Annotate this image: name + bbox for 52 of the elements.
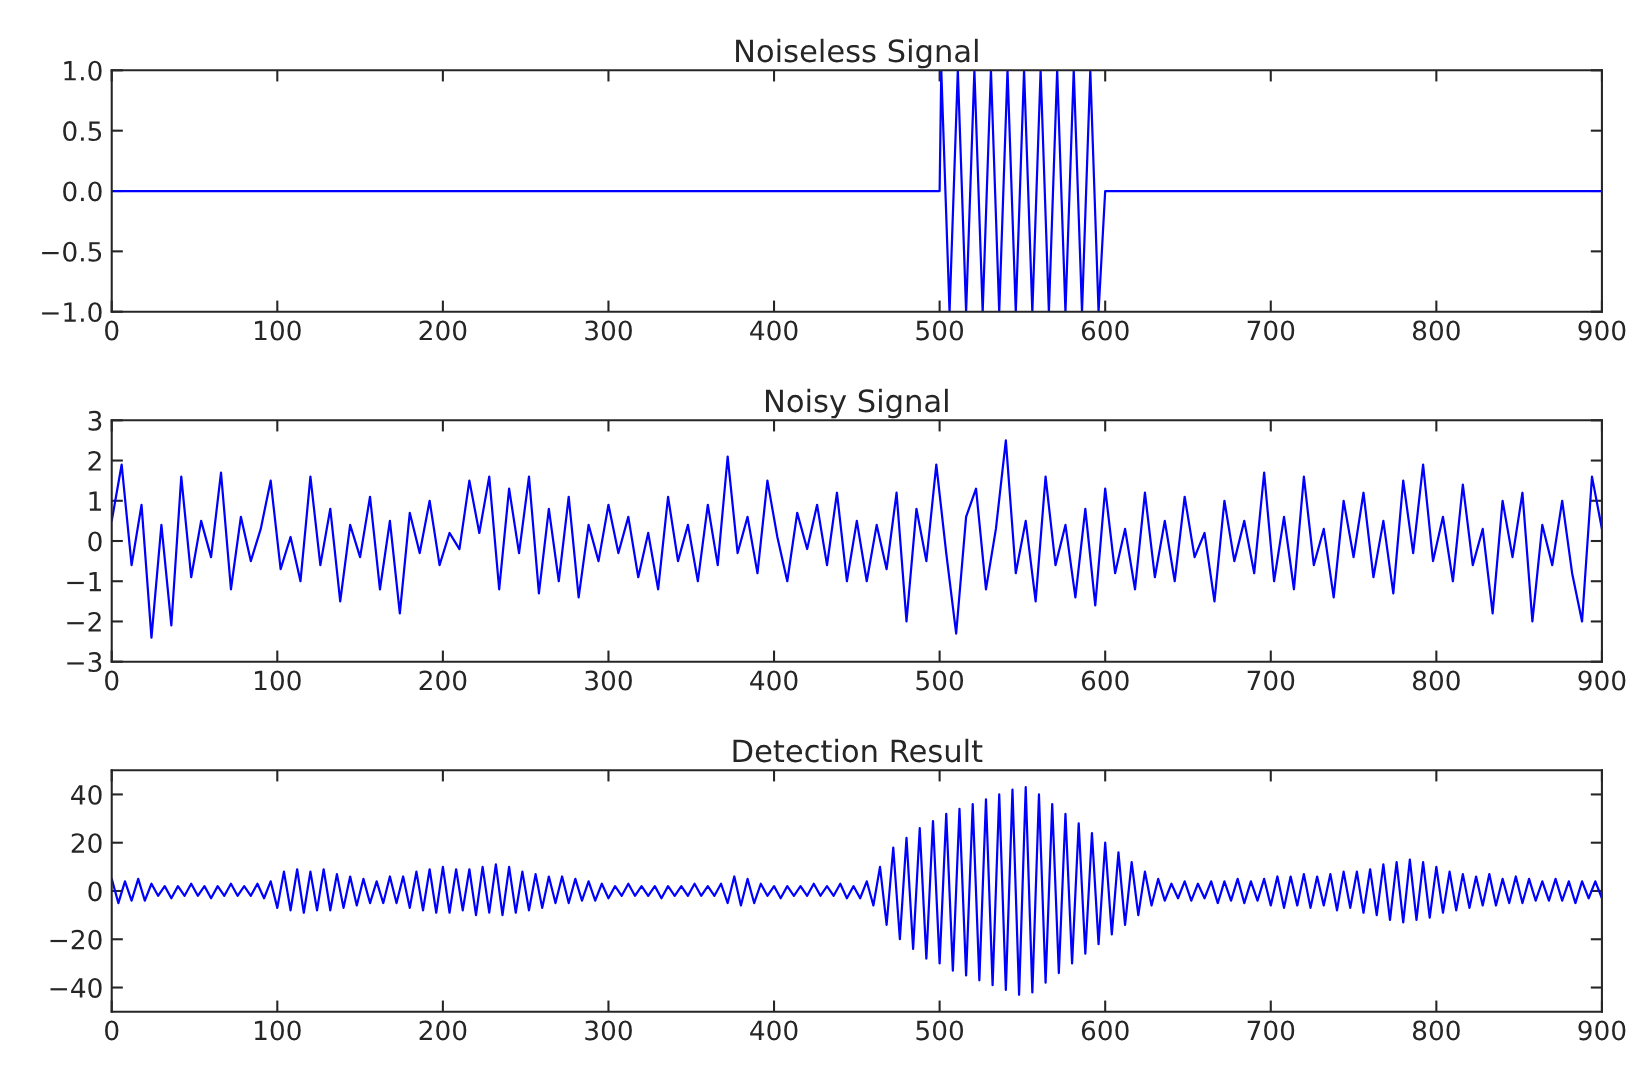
- x-tick-label: 400: [750, 320, 798, 341]
- y-tick-label: 3: [88, 410, 102, 431]
- x-tick-label: 100: [255, 320, 301, 341]
- y-tick-label: 0.0: [63, 181, 102, 202]
- x-tick-label: 400: [750, 670, 798, 691]
- y-tick-label: −1: [67, 572, 101, 592]
- x-tick-label: 200: [419, 1020, 467, 1041]
- y-tick-label: −2: [67, 611, 101, 632]
- y-tick-label: 20: [71, 833, 102, 854]
- x-tick-label: 700: [1247, 320, 1295, 341]
- y-tick-label: −1.0: [42, 302, 102, 323]
- x-tick-label: 800: [1412, 1020, 1460, 1041]
- x-tick-label: 200: [419, 670, 467, 691]
- x-tick-label: 400: [750, 1020, 798, 1041]
- x-tick-label: 0: [105, 1020, 119, 1041]
- x-tick-label: 600: [1081, 320, 1129, 341]
- y-tick-label: 0: [88, 881, 102, 902]
- y-tick-label: −40: [50, 977, 102, 998]
- y-tick-label: 0: [88, 531, 102, 552]
- chart-title: Noisy Signal: [766, 388, 948, 419]
- chart-title: Detection Result: [733, 738, 983, 763]
- x-tick-label: 0: [105, 670, 119, 691]
- y-tick-label: 1.0: [64, 60, 102, 81]
- y-tick-label: 2: [88, 450, 101, 471]
- x-tick-label: 300: [585, 320, 632, 341]
- x-tick-label: 100: [255, 670, 301, 691]
- line-series: [111, 786, 1602, 996]
- x-tick-label: 0: [105, 320, 119, 341]
- x-tick-label: 900: [1578, 320, 1626, 341]
- x-tick-label: 500: [916, 670, 964, 691]
- x-tick-label: 100: [255, 1020, 301, 1041]
- x-tick-label: 500: [916, 320, 964, 341]
- y-tick-label: 1: [89, 491, 101, 511]
- chart-title: Noiseless Signal: [736, 38, 978, 69]
- y-tick-label: −3: [67, 652, 102, 673]
- x-tick-label: 600: [1081, 1020, 1129, 1041]
- x-tick-label: 300: [585, 1020, 632, 1041]
- line-series: [111, 439, 1602, 639]
- x-tick-label: 900: [1578, 1020, 1626, 1041]
- x-tick-label: 600: [1081, 670, 1129, 691]
- x-tick-label: 500: [916, 1020, 964, 1041]
- x-tick-label: 700: [1247, 670, 1295, 691]
- x-tick-label: 300: [585, 670, 632, 691]
- x-tick-label: 700: [1247, 1020, 1295, 1041]
- x-tick-label: 900: [1578, 670, 1626, 691]
- y-tick-label: −20: [50, 929, 102, 950]
- x-tick-label: 800: [1412, 670, 1460, 691]
- x-tick-label: 200: [419, 320, 467, 341]
- y-tick-label: −0.5: [42, 241, 102, 262]
- y-tick-label: 40: [71, 784, 102, 805]
- x-tick-label: 800: [1412, 320, 1460, 341]
- y-tick-label: 0.5: [63, 121, 102, 142]
